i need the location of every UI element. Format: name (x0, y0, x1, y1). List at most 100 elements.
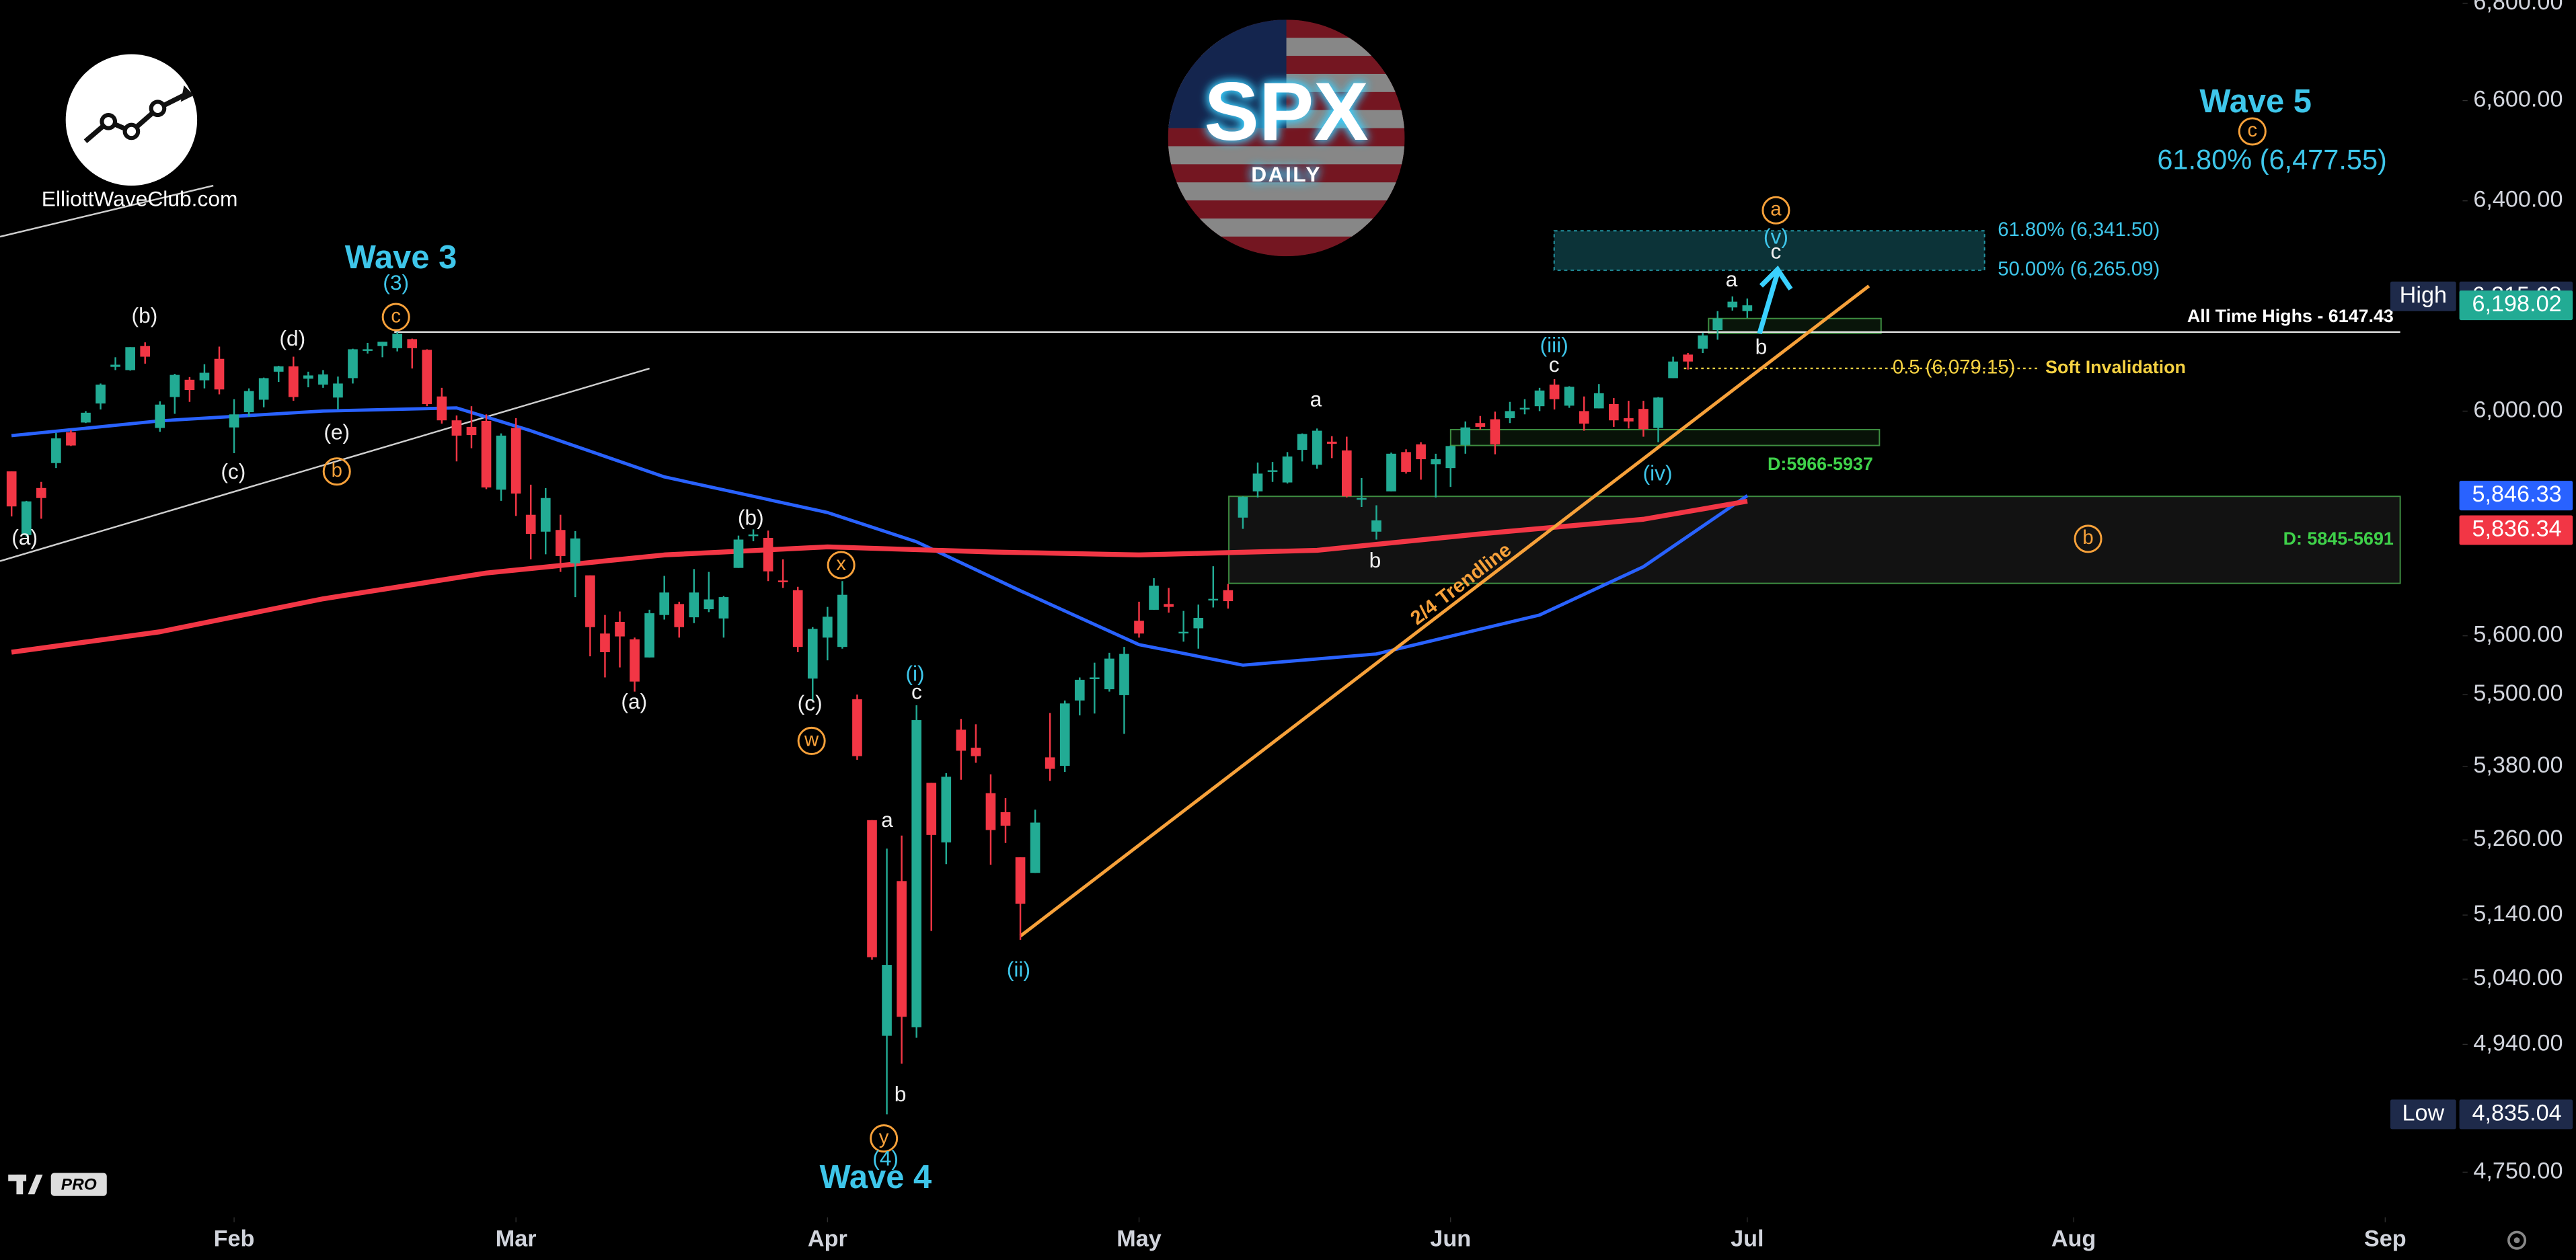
candle-body (466, 426, 477, 436)
y-tick-label: 4,940.00 (2473, 1030, 2563, 1056)
y-tick-label: 6,400.00 (2473, 187, 2563, 212)
candle-body (1326, 441, 1337, 444)
wave-label: c (911, 679, 922, 703)
candle-body (110, 364, 120, 367)
candle-body (1431, 459, 1441, 465)
level-label: All Time Highs - 6147.43 (2187, 306, 2394, 326)
wave-circle (322, 457, 351, 486)
candle-body (318, 374, 328, 385)
x-tick-label: Mar (496, 1226, 537, 1252)
candle-body (1624, 418, 1634, 422)
site-name: ElliottWaveClub.com (42, 186, 238, 210)
spx-badge: SPX DAILY (1168, 19, 1405, 257)
price-box-label: 5,836.34 (2472, 516, 2562, 541)
site-logo: ElliottWaveClub.com (42, 54, 238, 210)
y-tick-label: 6,000.00 (2473, 397, 2563, 422)
price-box (2459, 290, 2573, 321)
candle-body (674, 604, 685, 627)
candle-body (882, 965, 892, 1036)
wave-label: (iv) (1643, 461, 1673, 485)
candle-body (1030, 822, 1040, 873)
target-label: 61.80% (6,477.55) (2157, 143, 2387, 175)
y-tick-label: 5,600.00 (2473, 622, 2563, 647)
wave-label: (a) (11, 525, 38, 549)
candle-body (481, 420, 492, 487)
candle-body (555, 530, 566, 556)
gear[interactable] (2507, 1230, 2527, 1250)
arrow-shaft (1757, 272, 1780, 335)
wave-circle (2074, 524, 2103, 553)
price-box (2459, 1099, 2573, 1130)
candle-body (243, 391, 254, 413)
price-box (2459, 515, 2573, 545)
candle-body (852, 699, 862, 756)
candle-body (1683, 354, 1693, 362)
candle-body (437, 396, 447, 421)
candle-body (1341, 450, 1352, 497)
y-tick-label: 5,140.00 (2473, 901, 2563, 927)
candle-body (1149, 586, 1159, 610)
y-tick-label: 6,800.00 (2473, 0, 2563, 15)
flag-stripe (1168, 146, 1405, 165)
settings-icon[interactable] (2507, 1230, 2527, 1250)
candle-body (1593, 393, 1604, 409)
candle-body (1178, 631, 1189, 634)
candle-body (985, 793, 996, 830)
candle-body (392, 333, 403, 348)
candle-body (1698, 335, 1708, 349)
x-tick-label: Sep (2364, 1226, 2407, 1252)
wave-label: c (1771, 239, 1782, 264)
candle-body (66, 432, 76, 446)
pro-label: PRO (61, 1175, 97, 1193)
platform-badge: PRO (8, 1173, 107, 1196)
candle-body (1223, 590, 1234, 602)
wave-label: (e) (324, 420, 350, 444)
candle-body (1164, 604, 1174, 607)
wave-circle (827, 551, 856, 580)
candle-body (1505, 411, 1515, 418)
badge-title: SPX (1204, 65, 1368, 157)
x-tick-label: Jul (1731, 1226, 1764, 1252)
price-tag-label: Low (2402, 1100, 2444, 1126)
candle-body (733, 539, 744, 568)
wave-title: Wave 3 (345, 239, 457, 276)
wave-label: (ii) (1007, 957, 1030, 981)
candle-body (214, 358, 225, 390)
candle-body (496, 435, 506, 490)
logo-dot (100, 112, 118, 130)
candle-body (1252, 473, 1263, 491)
x-tick-label: Apr (808, 1226, 847, 1252)
wave-label: a (1726, 267, 1738, 291)
candle-body (704, 599, 714, 610)
flag-stripe (1168, 182, 1405, 201)
level-label: 0.5 (6,079.15) (1893, 356, 2015, 379)
wave-label: (i) (905, 662, 924, 686)
candle-body (1238, 497, 1248, 518)
candle-body (199, 372, 210, 381)
wave-circle (381, 303, 410, 331)
candle-body (1564, 387, 1575, 406)
candle-body (140, 346, 151, 357)
gear-hub[interactable] (2513, 1237, 2520, 1244)
candle-body (837, 594, 847, 647)
wave-label: (4) (872, 1146, 899, 1170)
x-tick-label: May (1116, 1226, 1162, 1252)
candles-layer (6, 296, 1753, 1115)
candle-body (659, 592, 670, 615)
candle-body (1015, 857, 1026, 904)
candle-body (792, 590, 803, 647)
candle-body (1609, 403, 1619, 421)
candle-body (1579, 411, 1589, 424)
wave-label: (b) (132, 303, 158, 327)
candle-body (348, 349, 358, 379)
candle-body (1445, 446, 1456, 469)
price-tag (2390, 281, 2456, 311)
candle-body (1045, 757, 1055, 769)
candle-body (1297, 434, 1308, 450)
wave-label: c (391, 305, 401, 327)
wave-label: (a) (621, 689, 647, 713)
candle-body (570, 538, 580, 563)
wave-circle (2238, 117, 2267, 146)
candle-body (21, 501, 32, 535)
